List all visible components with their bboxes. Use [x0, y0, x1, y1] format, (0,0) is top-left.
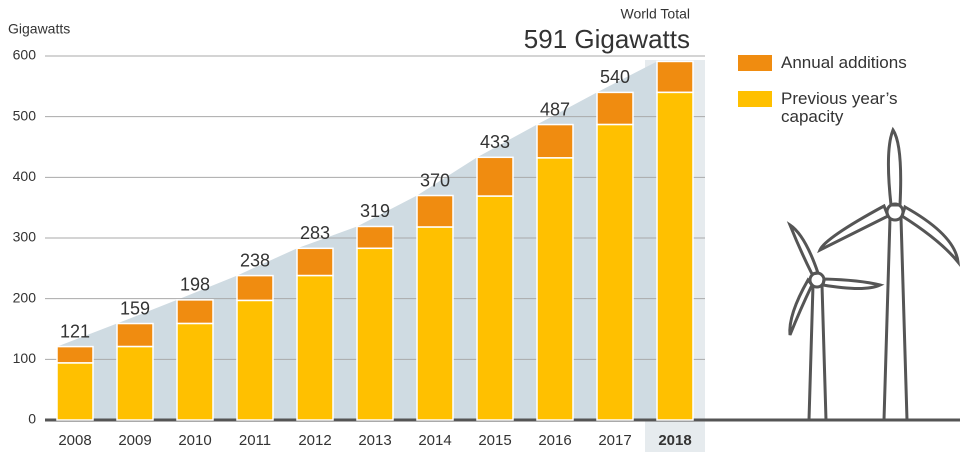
x-tick-label: 2010: [178, 432, 211, 449]
turbine-blade: [786, 221, 820, 276]
total-label: 319: [360, 201, 390, 221]
header-total: 591 Gigawatts: [524, 24, 690, 54]
total-label: 540: [600, 67, 630, 87]
x-tick-label: 2009: [118, 432, 151, 449]
x-tick-label: 2012: [298, 432, 331, 449]
legend-label: Annual additions: [781, 53, 907, 72]
bar-segment: [656, 60, 694, 94]
total-label: 121: [60, 321, 90, 341]
x-tick-label: 2015: [478, 432, 511, 449]
bar-segment: [476, 195, 514, 421]
bar-segment: [536, 123, 574, 159]
header-label: World Total: [620, 6, 690, 22]
bar-segment: [656, 91, 694, 421]
legend-item: Previous year’s capacity: [738, 90, 951, 126]
x-tick-label: 2016: [538, 432, 571, 449]
total-label: 370: [420, 170, 450, 190]
bar-segment: [596, 123, 634, 421]
turbine-blade: [886, 126, 903, 207]
bar-segment: [356, 225, 394, 250]
bar-segment: [176, 299, 214, 325]
bar-segment: [56, 345, 94, 364]
bar-segment: [356, 247, 394, 421]
bar-segment: [476, 156, 514, 197]
x-tick-label: 2008: [58, 432, 91, 449]
y-axis-label: Gigawatts: [8, 21, 70, 37]
bar-segment: [236, 299, 274, 421]
bar-segment: [296, 274, 334, 421]
wind-turbines: [786, 126, 960, 421]
bar-segment: [416, 226, 454, 421]
turbine-blade: [788, 277, 814, 336]
x-tick-label: 2017: [598, 432, 631, 449]
total-label: 198: [180, 275, 210, 295]
bar-segment: [416, 194, 454, 228]
y-tick-label: 500: [13, 107, 37, 123]
legend-item: Annual additions: [738, 54, 951, 72]
total-label: 159: [120, 298, 150, 318]
y-tick-label: 600: [13, 47, 37, 63]
bar-segment: [116, 322, 154, 348]
total-label: 238: [240, 250, 270, 270]
bar-segment: [236, 274, 274, 302]
bar-segment: [596, 91, 634, 126]
bar-segment: [536, 157, 574, 421]
y-tick-label: 100: [13, 350, 37, 366]
legend-label: Previous year’s capacity: [781, 89, 898, 126]
turbine-blade: [817, 203, 890, 254]
x-tick-label: 2011: [239, 432, 271, 449]
y-tick-label: 400: [13, 168, 37, 184]
bar-segment: [56, 362, 94, 421]
total-label: 433: [480, 132, 510, 152]
turbine-tower: [882, 217, 909, 421]
legend-swatch: [738, 91, 772, 107]
bar-segment: [176, 322, 214, 421]
total-label: 283: [300, 223, 330, 243]
turbine-blade: [821, 277, 885, 290]
y-tick-label: 300: [13, 229, 37, 245]
turbine-blade: [900, 204, 960, 267]
bar-segment: [116, 345, 154, 421]
bar-segment: [296, 247, 334, 277]
turbine-tower: [807, 284, 828, 421]
total-label: 487: [540, 99, 570, 119]
y-tick-label: 0: [28, 411, 36, 427]
x-tick-label: 2013: [358, 432, 391, 449]
legend-swatch: [738, 55, 772, 71]
x-tick-label: 2018: [658, 432, 691, 449]
x-tick-label: 2014: [418, 432, 451, 449]
y-tick-label: 200: [13, 289, 37, 305]
